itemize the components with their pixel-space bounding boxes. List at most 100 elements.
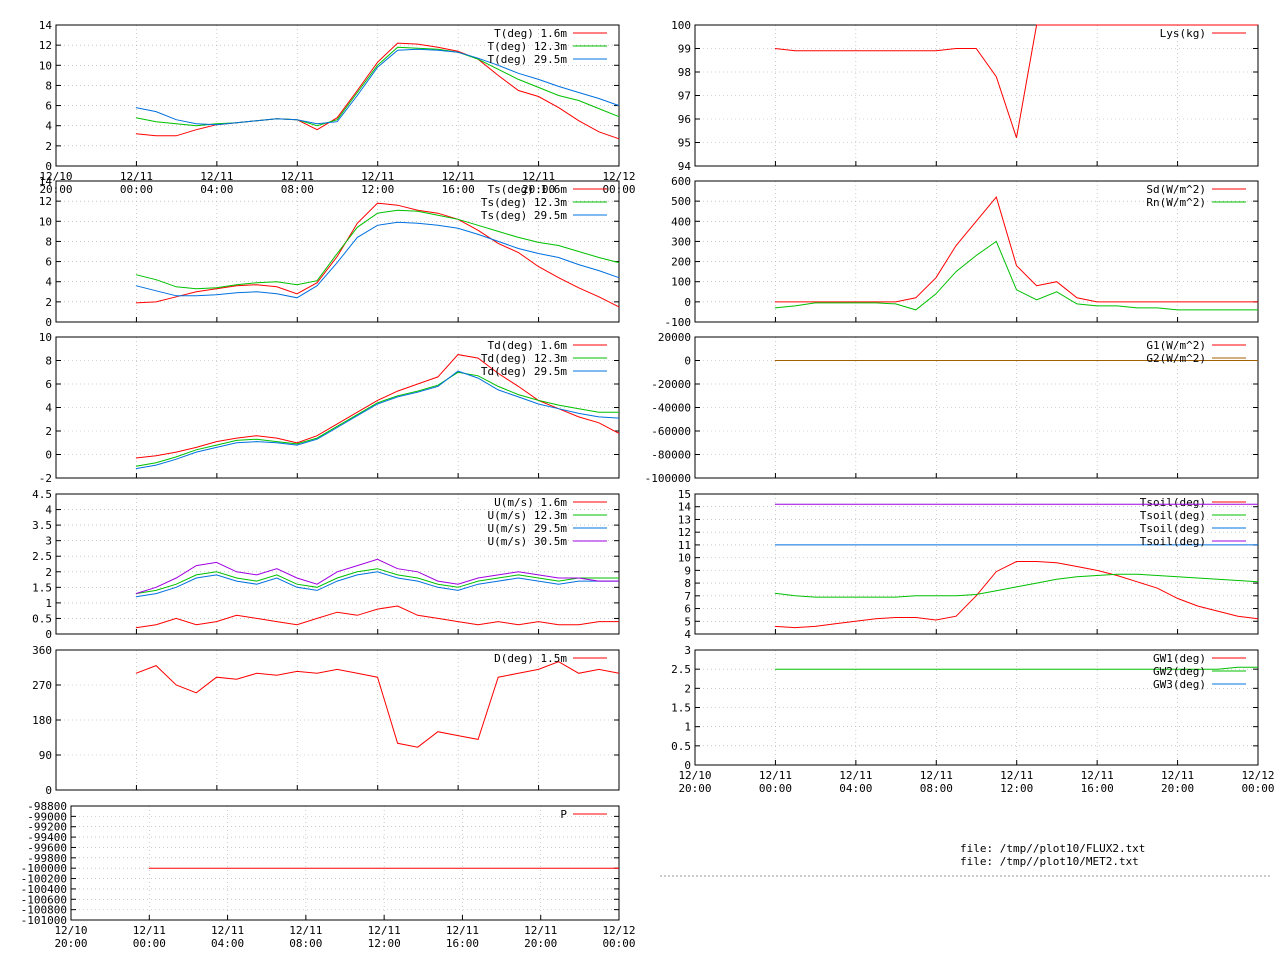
p_temp-ytick-label: 4 <box>45 120 52 133</box>
p_tsurf-legend-label-0: Ts(deg) 1.6m <box>488 183 568 196</box>
p_tsoil-ytick-label: 12 <box>678 526 691 539</box>
p_temp-ytick-label: 12 <box>39 39 52 52</box>
p_press-ytick-label: -99400 <box>27 831 67 844</box>
p_soilflux-legend-label-0: G1(W/m^2) <box>1146 339 1206 352</box>
p_rad-ytick-label: 100 <box>671 276 691 289</box>
p_press-xtick-time: 20:00 <box>524 937 557 950</box>
p_tsurf-series-0 <box>135 202 620 308</box>
p_temp-xtick-day: 12/11 <box>200 170 233 183</box>
p_gw-series-1 <box>774 666 1258 670</box>
p_temp-ytick-label: 6 <box>45 100 52 113</box>
p_temp-ytick-label: 14 <box>39 19 53 32</box>
p_press-ytick-label: -100000 <box>21 862 67 875</box>
p_gw-ytick-label: 0.5 <box>671 740 691 753</box>
p_rad-series-1 <box>774 240 1258 311</box>
p_press-ytick-label: -99800 <box>27 852 67 865</box>
p_press-ytick-label: -100400 <box>21 883 67 896</box>
p_lys-ytick-label: 97 <box>678 90 691 103</box>
p_tsoil-ytick-label: 7 <box>684 590 691 603</box>
p_press-frame <box>70 805 620 921</box>
p_dew-ytick-label: 6 <box>45 378 52 391</box>
p_gw-xtick-time: 16:00 <box>1081 782 1114 795</box>
p_press-ytick-label: -100200 <box>21 873 67 886</box>
file-info: file: /tmp//plot10/FLUX2.txt file: /tmp/… <box>960 842 1145 868</box>
p_gw-legend-label-1: GW2(deg) <box>1153 665 1206 678</box>
p_gw-ytick-label: 2 <box>684 682 691 695</box>
p_temp-xtick-day: 12/11 <box>281 170 314 183</box>
p_tsurf-ytick-label: 4 <box>45 276 52 289</box>
p_dew-series-1 <box>135 371 619 467</box>
p_rad-ytick-label: 300 <box>671 235 691 248</box>
p_tsoil-ytick-label: 4 <box>684 628 691 641</box>
p_gw-xtick-time: 00:00 <box>759 782 792 795</box>
p_tsurf-series-1 <box>135 209 620 290</box>
p_temp-series-1 <box>135 46 620 127</box>
p_dew-legend-label-0: Td(deg) 1.6m <box>488 339 568 352</box>
p_tsoil-legend-label-1: Tsoil(deg) <box>1140 509 1206 522</box>
p_tsurf-ytick-label: 0 <box>45 316 52 329</box>
p_temp-legend-label-2: T(deg) 29.5m <box>488 53 568 66</box>
p_soilflux-ytick-label: 20000 <box>658 331 691 344</box>
p_dir-ytick-label: 180 <box>32 714 52 727</box>
p_tsurf-series-2 <box>135 221 620 299</box>
p_press-xtick-day: 12/11 <box>524 924 557 937</box>
p_press-legend-label-0: P <box>560 808 567 821</box>
p_temp-xtick-day: 12/11 <box>120 170 153 183</box>
p_soilflux-ytick-label: -100000 <box>645 472 691 485</box>
p_soilflux-ytick-label: -80000 <box>651 449 691 462</box>
p_press-ytick-label: -99200 <box>27 821 67 834</box>
p_wind-legend-label-2: U(m/s) 29.5m <box>488 522 568 535</box>
p_dew-legend-label-2: Td(deg) 29.5m <box>481 365 567 378</box>
p_gw-xtick-time: 20:00 <box>678 782 711 795</box>
p_press-xtick-time: 20:00 <box>54 937 87 950</box>
p_tsurf-ytick-label: 2 <box>45 296 52 309</box>
p_temp-xtick-day: 12/12 <box>602 170 635 183</box>
p_wind-ytick-label: 3.5 <box>32 519 52 532</box>
p_gw-legend-label-0: GW1(deg) <box>1153 652 1206 665</box>
p_gw-xtick-day: 12/11 <box>759 769 792 782</box>
p_wind-legend-label-0: U(m/s) 1.6m <box>494 496 567 509</box>
p_gw-xtick-day: 12/11 <box>1161 769 1194 782</box>
p_temp-xtick-day: 12/11 <box>361 170 394 183</box>
p_wind-legend-label-3: U(m/s) 30.5m <box>488 535 568 548</box>
p_rad-ytick-label: 200 <box>671 256 691 269</box>
p_temp-xtick-day: 12/10 <box>39 170 72 183</box>
p_tsoil-ytick-label: 10 <box>678 552 691 565</box>
p_temp-ytick-label: 2 <box>45 140 52 153</box>
p_soilflux-ytick-label: 0 <box>684 355 691 368</box>
p_rad-ytick-label: -100 <box>665 316 692 329</box>
p_tsoil-series-0 <box>774 561 1259 629</box>
p_gw-xtick-time: 20:00 <box>1161 782 1194 795</box>
p_gw-ytick-label: 1.5 <box>671 702 691 715</box>
p_gw-xtick-time: 04:00 <box>839 782 872 795</box>
p_wind-series-3 <box>135 558 619 595</box>
p_temp-xtick-day: 12/11 <box>522 170 555 183</box>
p_gw-xtick-day: 12/12 <box>1241 769 1274 782</box>
p_press-xtick-time: 04:00 <box>211 937 244 950</box>
p_tsoil-frame <box>694 493 1259 635</box>
p_gw-legend-label-2: GW3(deg) <box>1153 678 1206 691</box>
p_rad-legend-label-1: Rn(W/m^2) <box>1146 196 1206 209</box>
p_press-ytick-label: -98800 <box>27 800 67 813</box>
p_dew-ytick-label: 4 <box>45 402 52 415</box>
p_tsurf-ytick-label: 14 <box>39 175 53 188</box>
p_lys-frame <box>694 24 1259 167</box>
p_rad-ytick-label: 400 <box>671 215 691 228</box>
p_tsoil-ytick-label: 14 <box>678 501 692 514</box>
p_dew-ytick-label: 10 <box>39 331 52 344</box>
p_press-xtick-day: 12/11 <box>446 924 479 937</box>
p_rad-ytick-label: 600 <box>671 175 691 188</box>
p_tsoil-ytick-label: 6 <box>684 603 691 616</box>
p_rad-ytick-label: 500 <box>671 195 691 208</box>
p_press-xtick-day: 12/11 <box>211 924 244 937</box>
p_tsoil-legend-label-2: Tsoil(deg) <box>1140 522 1206 535</box>
p_gw-frame <box>694 649 1259 766</box>
p_lys-series-0 <box>774 24 1258 138</box>
p_dir-legend-label-0: D(deg) 1.5m <box>494 652 567 665</box>
p_press-xtick-day: 12/11 <box>133 924 166 937</box>
p_gw-xtick-day: 12/11 <box>839 769 872 782</box>
p_rad-series-0 <box>774 196 1258 303</box>
p_tsurf-legend-label-1: Ts(deg) 12.3m <box>481 196 567 209</box>
p_press-ytick-label: -100800 <box>21 904 67 917</box>
